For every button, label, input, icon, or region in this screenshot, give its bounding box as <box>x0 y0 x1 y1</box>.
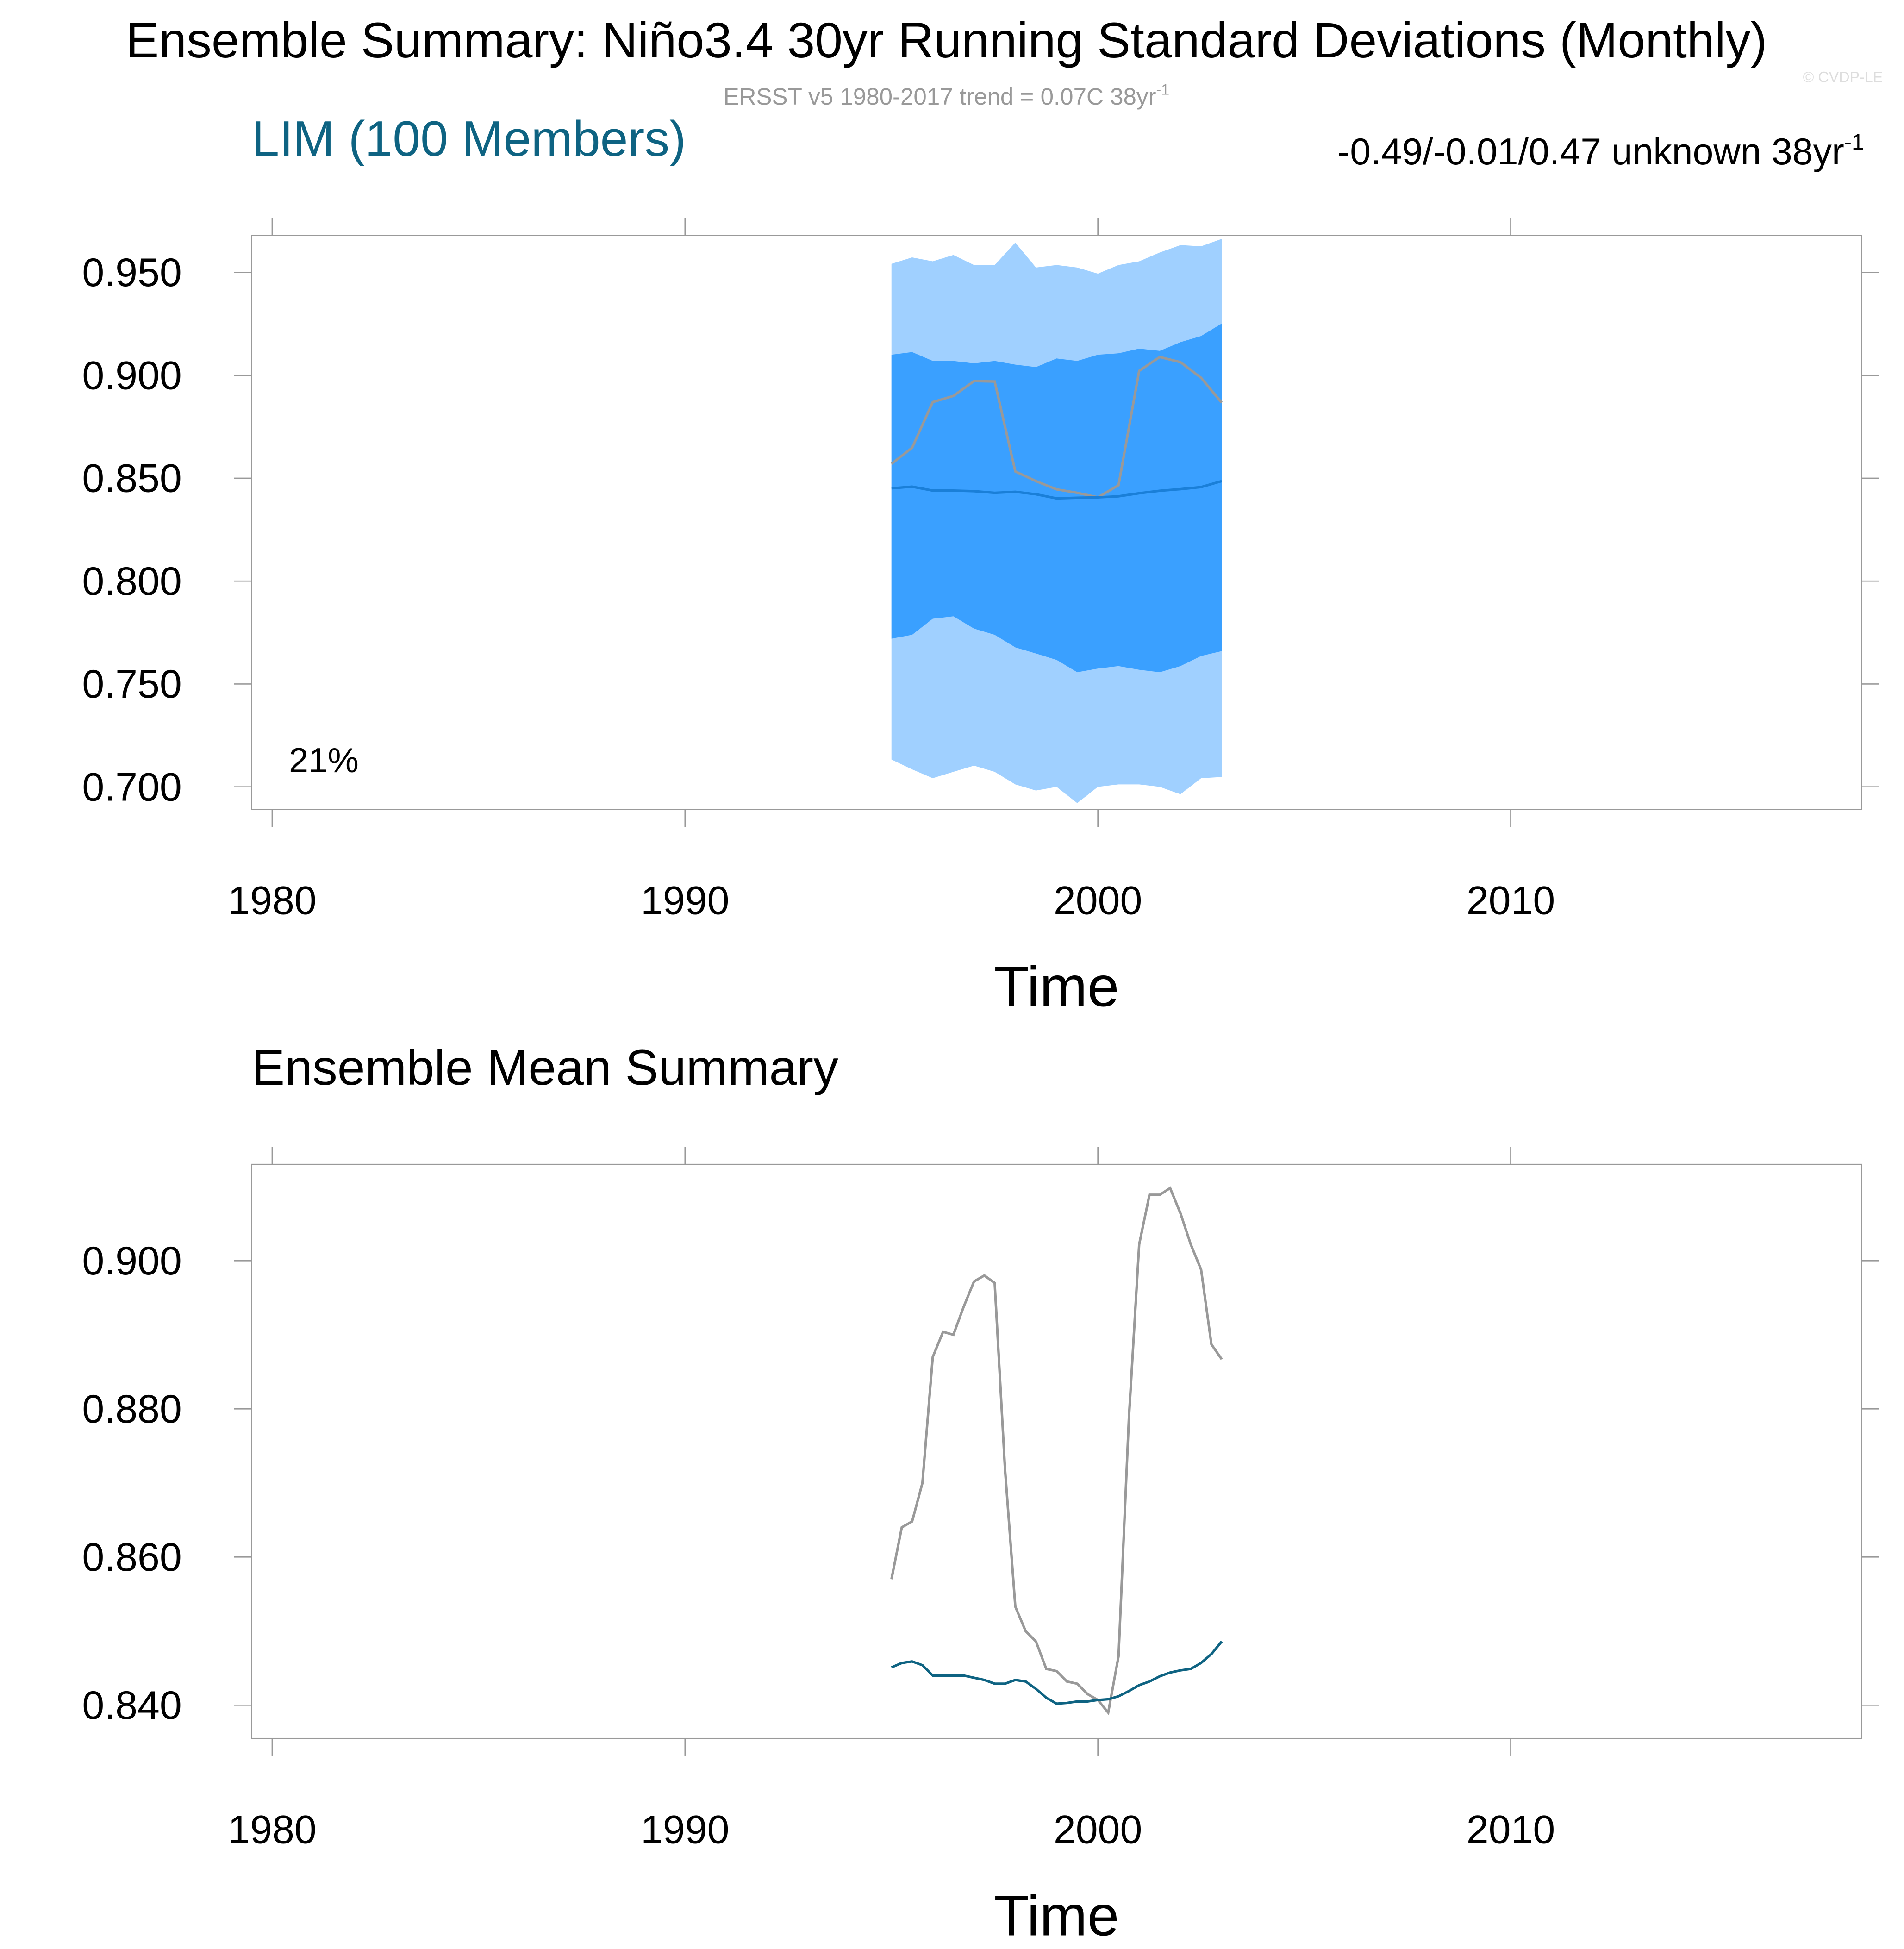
series-line <box>891 356 1223 499</box>
y-tick-label: 0.860 <box>82 1535 181 1580</box>
subtitle: ERSST v5 1980-2017 trend = 0.07C 38yr-1 <box>724 81 1170 110</box>
series-line <box>890 1186 1223 1716</box>
panel-title: Ensemble Mean Summary <box>251 1040 838 1095</box>
panel-title-right: -0.49/-0.01/0.47 unknown 38yr-1 <box>1337 130 1864 173</box>
annotation: 21% <box>289 741 359 780</box>
y-tick-label: 0.840 <box>82 1683 181 1728</box>
y-tick-label: 0.700 <box>82 765 181 809</box>
y-tick-label: 0.750 <box>82 662 181 706</box>
y-tick-label: 0.900 <box>82 353 181 398</box>
plot-frame <box>251 235 1862 810</box>
subtitle-text: ERSST v5 1980-2017 trend = 0.07C 38yr <box>724 83 1156 110</box>
x-tick-label: 1980 <box>228 1807 316 1852</box>
y-tick-label: 0.800 <box>82 559 181 604</box>
x-tick-label: 1990 <box>641 879 729 923</box>
series-line <box>891 1641 1223 1705</box>
x-tick-label: 2000 <box>1054 879 1142 923</box>
x-axis-label: Time <box>994 1884 1119 1948</box>
y-tick-label: 0.950 <box>82 250 181 295</box>
x-tick-label: 2010 <box>1467 1807 1555 1852</box>
panel-title-right-sup: -1 <box>1844 130 1864 155</box>
y-tick-label: 0.900 <box>82 1239 181 1283</box>
series-line <box>891 480 1222 500</box>
x-tick-label: 2010 <box>1467 879 1555 923</box>
x-tick-label: 1990 <box>641 1807 729 1852</box>
page-title: Ensemble Summary: Niño3.4 30yr Running S… <box>126 12 1767 68</box>
y-tick-label: 0.850 <box>82 456 181 501</box>
subtitle-sup: -1 <box>1156 81 1170 98</box>
credit: © CVDP-LE <box>1803 69 1883 86</box>
panel-title: LIM (100 Members) <box>251 111 686 166</box>
x-axis-label: Time <box>994 955 1119 1019</box>
panel-title-right-text: -0.49/-0.01/0.47 unknown 38yr <box>1337 131 1844 173</box>
plot-frame <box>251 1163 1862 1739</box>
x-tick-label: 1980 <box>228 879 316 923</box>
x-tick-label: 2000 <box>1054 1807 1142 1852</box>
y-tick-label: 0.880 <box>82 1387 181 1431</box>
